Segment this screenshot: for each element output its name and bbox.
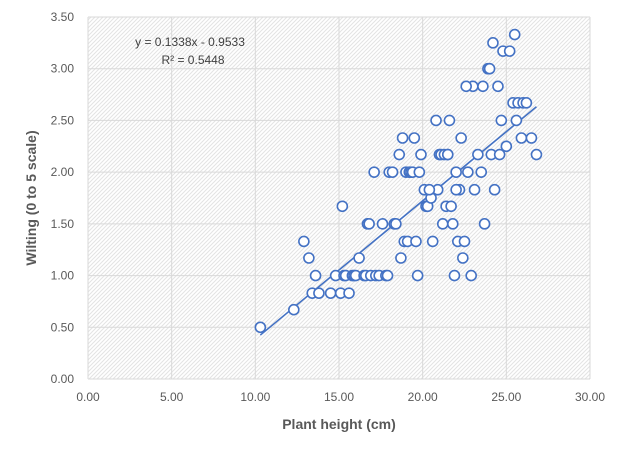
data-point bbox=[254, 321, 267, 334]
data-point bbox=[462, 166, 474, 178]
data-point bbox=[446, 218, 459, 230]
x-tick-label: 5.00 bbox=[160, 390, 184, 404]
data-point bbox=[495, 114, 508, 127]
x-axis-title: Plant height (cm) bbox=[282, 416, 396, 432]
data-point bbox=[430, 114, 442, 127]
data-point bbox=[309, 269, 322, 282]
data-point bbox=[413, 166, 426, 178]
y-tick-label: 1.00 bbox=[51, 269, 75, 283]
data-point bbox=[411, 269, 424, 282]
x-tick-label: 10.00 bbox=[240, 390, 270, 404]
data-point bbox=[458, 235, 471, 248]
x-tick-label: 15.00 bbox=[324, 390, 354, 404]
y-tick-label: 2.50 bbox=[51, 113, 75, 127]
data-point bbox=[445, 200, 457, 213]
data-point bbox=[475, 166, 488, 178]
x-tick-label: 25.00 bbox=[491, 390, 521, 404]
data-point bbox=[450, 166, 462, 178]
data-point bbox=[408, 132, 421, 144]
x-tick-label: 0.00 bbox=[76, 390, 100, 404]
data-point bbox=[393, 148, 406, 161]
y-tick-label: 0.00 bbox=[51, 372, 75, 386]
y-tick-label: 3.00 bbox=[51, 62, 75, 76]
data-point bbox=[515, 132, 528, 144]
data-point bbox=[460, 80, 472, 93]
trendline-equation: y = 0.1338x - 0.9533 bbox=[135, 35, 245, 49]
data-point bbox=[324, 287, 337, 299]
data-point bbox=[443, 114, 456, 127]
data-point bbox=[381, 269, 394, 282]
data-point bbox=[426, 235, 439, 248]
data-points bbox=[254, 28, 543, 334]
data-point bbox=[455, 132, 467, 144]
data-point bbox=[492, 80, 504, 93]
data-point bbox=[500, 140, 513, 153]
data-point bbox=[472, 148, 484, 161]
data-point bbox=[390, 218, 402, 230]
data-point bbox=[423, 183, 436, 196]
data-point bbox=[450, 183, 462, 196]
data-point bbox=[477, 80, 489, 93]
data-point bbox=[525, 132, 538, 144]
data-point bbox=[468, 183, 481, 196]
data-point bbox=[487, 37, 499, 49]
data-point bbox=[508, 28, 521, 41]
data-point bbox=[303, 252, 315, 264]
tick-labels: 0.00 5.00 10.00 15.00 20.00 25.00 30.00 0.00 0.5… bbox=[51, 10, 606, 404]
data-point bbox=[386, 166, 399, 178]
data-point bbox=[510, 114, 523, 127]
y-tick-label: 0.50 bbox=[51, 320, 75, 334]
data-point bbox=[436, 218, 449, 230]
data-point bbox=[395, 252, 407, 264]
data-point bbox=[465, 269, 477, 282]
y-tick-label: 1.50 bbox=[51, 217, 75, 231]
data-point bbox=[336, 200, 349, 213]
data-point bbox=[396, 132, 409, 144]
data-point bbox=[313, 287, 325, 299]
data-point bbox=[343, 287, 355, 299]
y-tick-label: 2.00 bbox=[51, 165, 75, 179]
data-point bbox=[457, 252, 469, 264]
y-tick-label: 3.50 bbox=[51, 10, 75, 24]
data-point bbox=[415, 148, 427, 161]
data-point bbox=[530, 148, 543, 161]
data-point bbox=[488, 183, 501, 196]
data-point bbox=[478, 218, 491, 230]
data-point bbox=[441, 148, 454, 161]
data-point bbox=[503, 45, 516, 57]
x-tick-label: 30.00 bbox=[575, 390, 605, 404]
data-point bbox=[520, 97, 533, 109]
data-point bbox=[410, 235, 422, 248]
x-tick-label: 20.00 bbox=[408, 390, 438, 404]
data-point bbox=[483, 62, 496, 75]
data-point bbox=[493, 148, 506, 161]
data-point bbox=[363, 218, 375, 230]
data-point bbox=[298, 235, 310, 248]
trendline-r-squared: R² = 0.5448 bbox=[161, 53, 224, 67]
y-axis-title: Wilting (0 to 5 scale) bbox=[23, 130, 39, 265]
data-point bbox=[368, 166, 380, 178]
data-point bbox=[448, 269, 461, 282]
data-point bbox=[376, 218, 389, 230]
data-point bbox=[288, 303, 300, 316]
data-point bbox=[353, 252, 365, 264]
